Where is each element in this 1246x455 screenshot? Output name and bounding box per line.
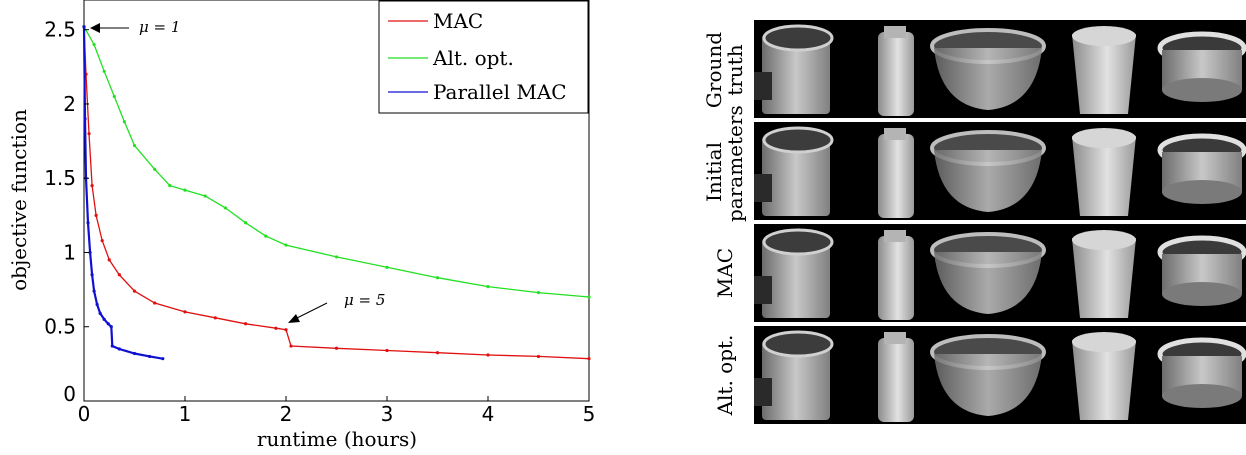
data-point-alt-opt (132, 143, 137, 148)
legend-label-alt-opt: Alt. opt. (432, 46, 514, 70)
annotation-mu1: μ = 1 (90, 18, 180, 36)
annotation-mu5: μ = 5 (288, 291, 385, 323)
data-point-alt-opt (223, 206, 227, 210)
x-tick-label: 3 (381, 402, 394, 426)
data-point-mac (132, 289, 137, 293)
data-point-mac (284, 328, 288, 332)
annotation-mu1-label: μ = 1 (139, 18, 180, 36)
plot-frame (83, 0, 590, 402)
data-point-mac (107, 258, 111, 262)
data-point-alt-opt (486, 285, 490, 289)
data-point-parallel-mac (102, 317, 106, 321)
data-point-alt-opt (536, 290, 541, 295)
data-point-mac (117, 273, 121, 277)
data-point-mac (435, 351, 440, 355)
data-point-alt-opt (168, 184, 172, 188)
legend-label-parallel-mac: Parallel MAC (433, 80, 567, 104)
data-point-mac (486, 353, 490, 357)
row-label-initial-parameters: Initial parameters (702, 105, 747, 222)
series-line-alt-opt (83, 26, 590, 298)
data-point-mac (87, 132, 91, 136)
series-line-parallel-mac (82, 26, 163, 360)
data-point-parallel-mac (106, 322, 110, 326)
data-point-alt-opt (244, 221, 248, 225)
data-point-mac (213, 316, 217, 320)
object-images-panel: Ground truth Initial parameters MAC Alt. o… (690, 10, 1246, 450)
row-label-mac: MAC (713, 247, 737, 299)
x-tick-label: 1 (179, 402, 192, 426)
data-point-alt-opt (183, 188, 187, 192)
y-tick-label: 1 (63, 240, 76, 264)
data-point-alt-opt (112, 94, 116, 99)
y-tick-label: 0 (63, 382, 76, 406)
data-point-parallel-mac (86, 221, 90, 225)
data-point-parallel-mac (88, 250, 92, 255)
data-point-mac (536, 354, 541, 359)
data-point-mac (274, 326, 278, 330)
data-point-alt-opt (92, 42, 96, 47)
data-point-parallel-mac (83, 117, 87, 121)
data-point-alt-opt (385, 265, 389, 269)
row-label-alt-opt: Alt. opt. (713, 334, 737, 416)
object-thumbnails (754, 20, 1246, 424)
data-point-alt-opt (203, 194, 207, 198)
data-point-mac (334, 346, 339, 350)
data-point-parallel-mac (92, 289, 96, 293)
annotation-mu5-label: μ = 5 (344, 291, 385, 309)
data-point-mac (289, 344, 293, 348)
data-point-mac (100, 239, 104, 243)
legend-box (378, 0, 589, 114)
y-tick-label: 0.5 (44, 315, 76, 339)
data-point-mac (385, 348, 389, 353)
data-point-alt-opt (102, 69, 106, 73)
data-point-mac (94, 213, 98, 217)
legend-label-mac: MAC (433, 9, 483, 33)
x-axis-label: runtime (hours) (257, 427, 417, 451)
ticks-layer: 0 1 2 3 4 5 0 0.5 1 1.5 2 2.5 (44, 18, 595, 426)
x-tick-label: 0 (78, 402, 91, 426)
annotation-mu5-arrowhead (288, 314, 300, 323)
legend: MAC Alt. opt. Parallel MAC (378, 0, 589, 114)
y-tick-label: 2 (63, 92, 76, 116)
data-point-parallel-mac (95, 302, 99, 307)
data-point-parallel-mac (132, 351, 137, 356)
data-point-alt-opt (587, 295, 591, 299)
data-point-alt-opt (334, 255, 339, 259)
data-point-mac (587, 357, 591, 361)
data-point-mac (244, 322, 248, 326)
data-point-alt-opt (122, 120, 126, 124)
data-point-mac (183, 310, 187, 314)
series-layer (82, 25, 591, 361)
data-point-parallel-mac (82, 25, 86, 29)
data-point-alt-opt (284, 243, 288, 247)
data-point-alt-opt (264, 234, 268, 238)
data-point-parallel-mac (98, 311, 102, 315)
annotation-mu1-arrowhead (90, 23, 100, 33)
objective-runtime-chart: 0 1 2 3 4 5 0 0.5 1 1.5 2 2.5 runtime (hours) objec… (7, 0, 595, 451)
data-point-parallel-mac (117, 347, 121, 351)
x-tick-label: 5 (583, 402, 596, 426)
data-point-alt-opt (153, 167, 157, 171)
y-tick-label: 1.5 (44, 166, 76, 190)
data-point-parallel-mac (90, 273, 94, 277)
series-line-mac (83, 26, 590, 360)
data-point-mac (153, 301, 157, 305)
data-point-mac (90, 184, 94, 188)
data-point-parallel-mac (110, 344, 114, 348)
y-axis-label: objective function (7, 109, 31, 291)
y-tick-label: 2.5 (44, 18, 76, 42)
data-point-parallel-mac (109, 325, 113, 329)
data-point-parallel-mac (161, 357, 165, 361)
x-tick-label: 2 (280, 402, 293, 426)
x-tick-label: 4 (482, 402, 495, 426)
data-point-alt-opt (435, 276, 440, 280)
data-point-parallel-mac (148, 354, 152, 359)
